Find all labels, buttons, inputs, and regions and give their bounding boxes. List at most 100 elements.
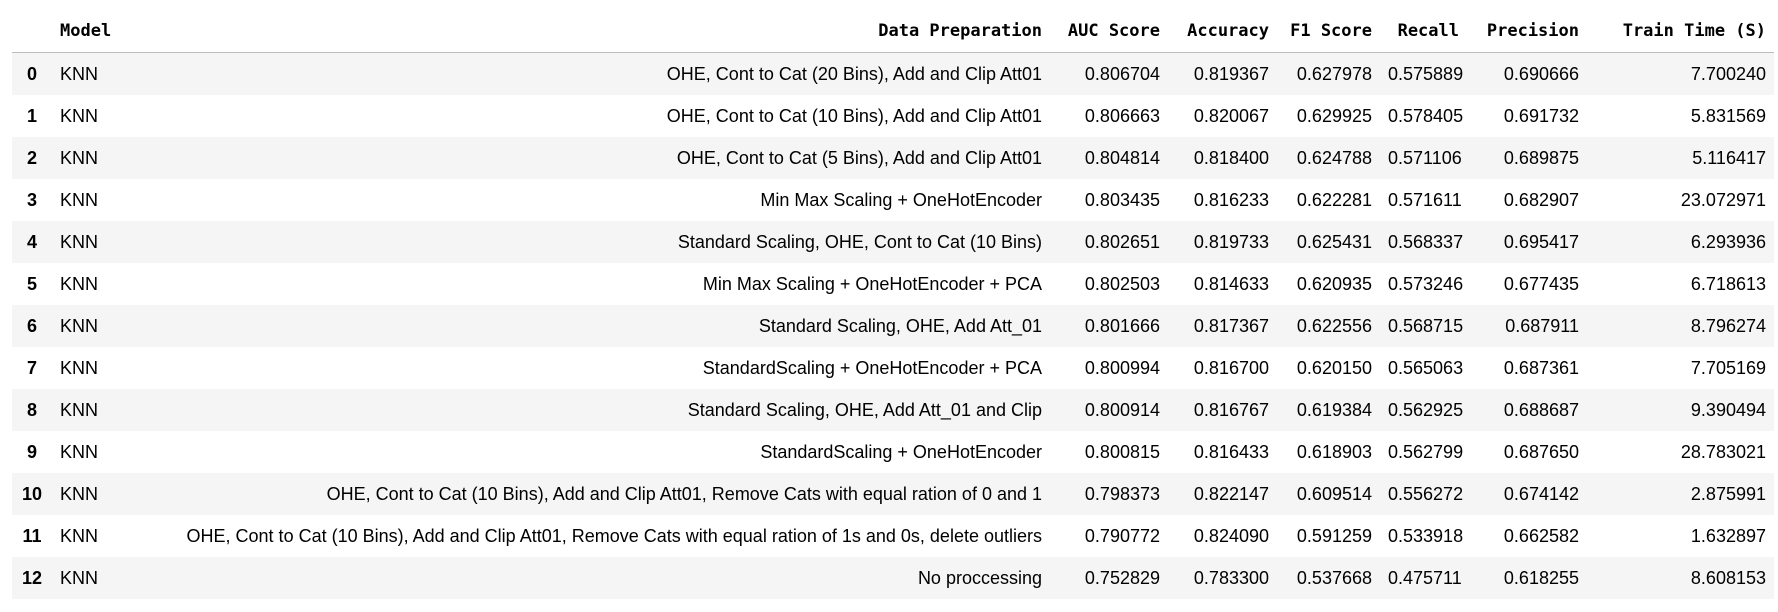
- table-row: 9 KNN StandardScaling + OneHotEncoder 0.800…: [12, 431, 1774, 473]
- model-cell: KNN: [52, 389, 112, 431]
- precision-cell: 0.682907: [1467, 179, 1587, 221]
- train-time-cell: 8.608153: [1587, 557, 1774, 599]
- auc-score-cell: 0.804814: [1050, 137, 1168, 179]
- auc-score-cell: 0.806704: [1050, 52, 1168, 95]
- row-index-cell: 3: [12, 179, 52, 221]
- model-cell: KNN: [52, 95, 112, 137]
- accuracy-cell: 0.820067: [1168, 95, 1277, 137]
- f1-score-cell: 0.537668: [1277, 557, 1380, 599]
- train-time-cell: 7.705169: [1587, 347, 1774, 389]
- data-preparation-cell: Min Max Scaling + OneHotEncoder + PCA: [112, 263, 1050, 305]
- recall-cell: 0.562799: [1380, 431, 1467, 473]
- data-preparation-cell: OHE, Cont to Cat (5 Bins), Add and Clip …: [112, 137, 1050, 179]
- model-cell: KNN: [52, 515, 112, 557]
- model-cell: KNN: [52, 557, 112, 599]
- table-row: 0 KNN OHE, Cont to Cat (20 Bins), Add and …: [12, 52, 1774, 95]
- accuracy-cell: 0.819367: [1168, 52, 1277, 95]
- accuracy-cell: 0.816433: [1168, 431, 1277, 473]
- data-preparation-cell: Standard Scaling, OHE, Cont to Cat (10 B…: [112, 221, 1050, 263]
- auc-score-column-header: AUC Score: [1050, 9, 1168, 53]
- accuracy-cell: 0.816767: [1168, 389, 1277, 431]
- data-preparation-cell: StandardScaling + OneHotEncoder: [112, 431, 1050, 473]
- recall-cell: 0.568715: [1380, 305, 1467, 347]
- train-time-cell: 5.116417: [1587, 137, 1774, 179]
- table-header-row: Model Data Preparation AUC Score Accurac…: [12, 9, 1774, 53]
- table-row: 6 KNN Standard Scaling, OHE, Add Att_01 0.8…: [12, 305, 1774, 347]
- model-cell: KNN: [52, 137, 112, 179]
- table-row: 12 KNN No proccessing 0.752829 0.783300 0.537…: [12, 557, 1774, 599]
- f1-score-column-header: F1 Score: [1277, 9, 1380, 53]
- f1-score-cell: 0.627978: [1277, 52, 1380, 95]
- recall-cell: 0.565063: [1380, 347, 1467, 389]
- model-cell: KNN: [52, 221, 112, 263]
- train-time-cell: 6.293936: [1587, 221, 1774, 263]
- precision-cell: 0.674142: [1467, 473, 1587, 515]
- precision-cell: 0.662582: [1467, 515, 1587, 557]
- accuracy-column-header: Accuracy: [1168, 9, 1277, 53]
- recall-cell: 0.556272: [1380, 473, 1467, 515]
- table-row: 8 KNN Standard Scaling, OHE, Add Att_01 an…: [12, 389, 1774, 431]
- row-index-cell: 2: [12, 137, 52, 179]
- auc-score-cell: 0.806663: [1050, 95, 1168, 137]
- accuracy-cell: 0.814633: [1168, 263, 1277, 305]
- row-index-cell: 8: [12, 389, 52, 431]
- table-row: 10 KNN OHE, Cont to Cat (10 Bins), Add and…: [12, 473, 1774, 515]
- auc-score-cell: 0.802651: [1050, 221, 1168, 263]
- f1-score-cell: 0.591259: [1277, 515, 1380, 557]
- f1-score-cell: 0.622281: [1277, 179, 1380, 221]
- recall-cell: 0.578405: [1380, 95, 1467, 137]
- train-time-cell: 5.831569: [1587, 95, 1774, 137]
- accuracy-cell: 0.818400: [1168, 137, 1277, 179]
- train-time-cell: 23.072971: [1587, 179, 1774, 221]
- train-time-cell: 7.700240: [1587, 52, 1774, 95]
- accuracy-cell: 0.822147: [1168, 473, 1277, 515]
- table-row: 5 KNN Min Max Scaling + OneHotEncoder + PC…: [12, 263, 1774, 305]
- results-table-container: Model Data Preparation AUC Score Accurac…: [12, 9, 1774, 599]
- recall-cell: 0.568337: [1380, 221, 1467, 263]
- index-column-header: [12, 9, 52, 53]
- table-row: 2 KNN OHE, Cont to Cat (5 Bins), Add and C…: [12, 137, 1774, 179]
- data-preparation-cell: No proccessing: [112, 557, 1050, 599]
- train-time-cell: 2.875991: [1587, 473, 1774, 515]
- row-index-cell: 7: [12, 347, 52, 389]
- accuracy-cell: 0.816700: [1168, 347, 1277, 389]
- row-index-cell: 11: [12, 515, 52, 557]
- train-time-cell: 28.783021: [1587, 431, 1774, 473]
- train-time-cell: 1.632897: [1587, 515, 1774, 557]
- table-row: 7 KNN StandardScaling + OneHotEncoder + PC…: [12, 347, 1774, 389]
- data-preparation-cell: Min Max Scaling + OneHotEncoder: [112, 179, 1050, 221]
- model-cell: KNN: [52, 473, 112, 515]
- auc-score-cell: 0.800994: [1050, 347, 1168, 389]
- data-preparation-cell: OHE, Cont to Cat (10 Bins), Add and Clip…: [112, 515, 1050, 557]
- auc-score-cell: 0.798373: [1050, 473, 1168, 515]
- auc-score-cell: 0.803435: [1050, 179, 1168, 221]
- recall-cell: 0.571106: [1380, 137, 1467, 179]
- data-preparation-cell: OHE, Cont to Cat (10 Bins), Add and Clip…: [112, 95, 1050, 137]
- row-index-cell: 10: [12, 473, 52, 515]
- precision-cell: 0.677435: [1467, 263, 1587, 305]
- row-index-cell: 9: [12, 431, 52, 473]
- train-time-cell: 6.718613: [1587, 263, 1774, 305]
- recall-cell: 0.533918: [1380, 515, 1467, 557]
- results-table: Model Data Preparation AUC Score Accurac…: [12, 9, 1774, 599]
- precision-cell: 0.690666: [1467, 52, 1587, 95]
- accuracy-cell: 0.817367: [1168, 305, 1277, 347]
- data-preparation-cell: Standard Scaling, OHE, Add Att_01 and Cl…: [112, 389, 1050, 431]
- recall-cell: 0.562925: [1380, 389, 1467, 431]
- f1-score-cell: 0.620150: [1277, 347, 1380, 389]
- row-index-cell: 12: [12, 557, 52, 599]
- table-row: 11 KNN OHE, Cont to Cat (10 Bins), Add and…: [12, 515, 1774, 557]
- precision-column-header: Precision: [1467, 9, 1587, 53]
- row-index-cell: 0: [12, 52, 52, 95]
- accuracy-cell: 0.816233: [1168, 179, 1277, 221]
- recall-cell: 0.571611: [1380, 179, 1467, 221]
- recall-cell: 0.475711: [1380, 557, 1467, 599]
- accuracy-cell: 0.819733: [1168, 221, 1277, 263]
- data-preparation-cell: StandardScaling + OneHotEncoder + PCA: [112, 347, 1050, 389]
- model-cell: KNN: [52, 263, 112, 305]
- precision-cell: 0.687361: [1467, 347, 1587, 389]
- data-preparation-cell: Standard Scaling, OHE, Add Att_01: [112, 305, 1050, 347]
- auc-score-cell: 0.752829: [1050, 557, 1168, 599]
- f1-score-cell: 0.620935: [1277, 263, 1380, 305]
- model-cell: KNN: [52, 347, 112, 389]
